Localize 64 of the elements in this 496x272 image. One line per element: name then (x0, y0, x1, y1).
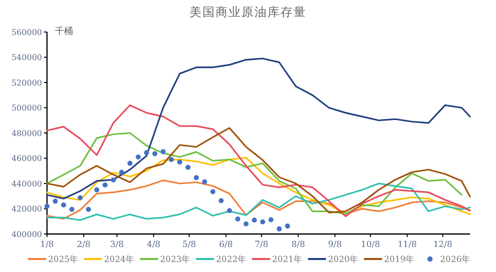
point (218, 198, 224, 204)
line-series (46, 104, 471, 218)
x-tick-label: 7/8 (254, 240, 268, 250)
y-tick-label: 420000 (11, 204, 42, 214)
point (210, 189, 216, 194)
point (244, 221, 249, 226)
legend-label: 2026年 (440, 254, 471, 265)
x-tick-label: 1/8 (40, 240, 54, 250)
legend-label: 2025年 (48, 254, 79, 265)
point (168, 156, 174, 162)
x-tick-label: 8/8 (291, 240, 306, 250)
point (78, 195, 83, 200)
x-tick-label: 3/8 (110, 240, 124, 250)
point (119, 170, 124, 175)
point (69, 206, 74, 212)
legend-label: 2022年 (216, 254, 247, 265)
point (268, 217, 274, 222)
point (102, 182, 108, 188)
x-tick-label: 11/8 (398, 240, 417, 250)
point (94, 187, 100, 192)
legend-label: 2023年 (160, 254, 191, 265)
y-tick-label: 520000 (11, 78, 42, 88)
y-tick-label: 440000 (11, 179, 42, 188)
x-tick-label: 10/8 (360, 240, 380, 250)
y-tick-label: 400000 (11, 230, 42, 239)
point (160, 149, 166, 154)
y-tick-label: 540000 (11, 53, 42, 62)
x-tick-label: 12/8 (433, 240, 452, 250)
x-tick-label: 6/8 (219, 240, 233, 250)
x-tick-label: 5/8 (182, 240, 196, 250)
x-tick-label: 9/8 (328, 240, 342, 250)
legend-label: 2021年 (272, 254, 303, 265)
y-tick-label: 500000 (11, 104, 42, 113)
legend-label: 2020年 (328, 254, 359, 265)
point (235, 216, 240, 222)
point (226, 208, 232, 214)
point (86, 206, 91, 212)
point (110, 177, 116, 182)
y-tick-label: 480000 (11, 128, 42, 138)
point (144, 150, 150, 156)
point (276, 226, 282, 232)
x-tick-label: 4/8 (146, 240, 160, 250)
chart-title: 美国商业原油库存量 (190, 5, 306, 19)
y-tick-label: 560000 (11, 28, 42, 37)
y-tick-label: 460000 (11, 154, 42, 164)
point (252, 218, 257, 223)
point (260, 219, 266, 224)
y-axis-title: 千桶 (55, 26, 73, 37)
legend-label: 2024年 (104, 254, 135, 265)
line-series (46, 156, 471, 216)
x-tick-label: 2/8 (76, 240, 91, 250)
point (44, 204, 50, 209)
point (52, 198, 58, 204)
point (177, 160, 182, 165)
legend-label: 2019年 (384, 254, 415, 265)
point (202, 179, 208, 184)
point (194, 175, 199, 180)
point (136, 154, 141, 160)
point (127, 160, 132, 166)
point (285, 224, 290, 229)
point (185, 164, 191, 170)
point (61, 202, 66, 208)
point (152, 151, 158, 156)
line-series (46, 58, 471, 200)
